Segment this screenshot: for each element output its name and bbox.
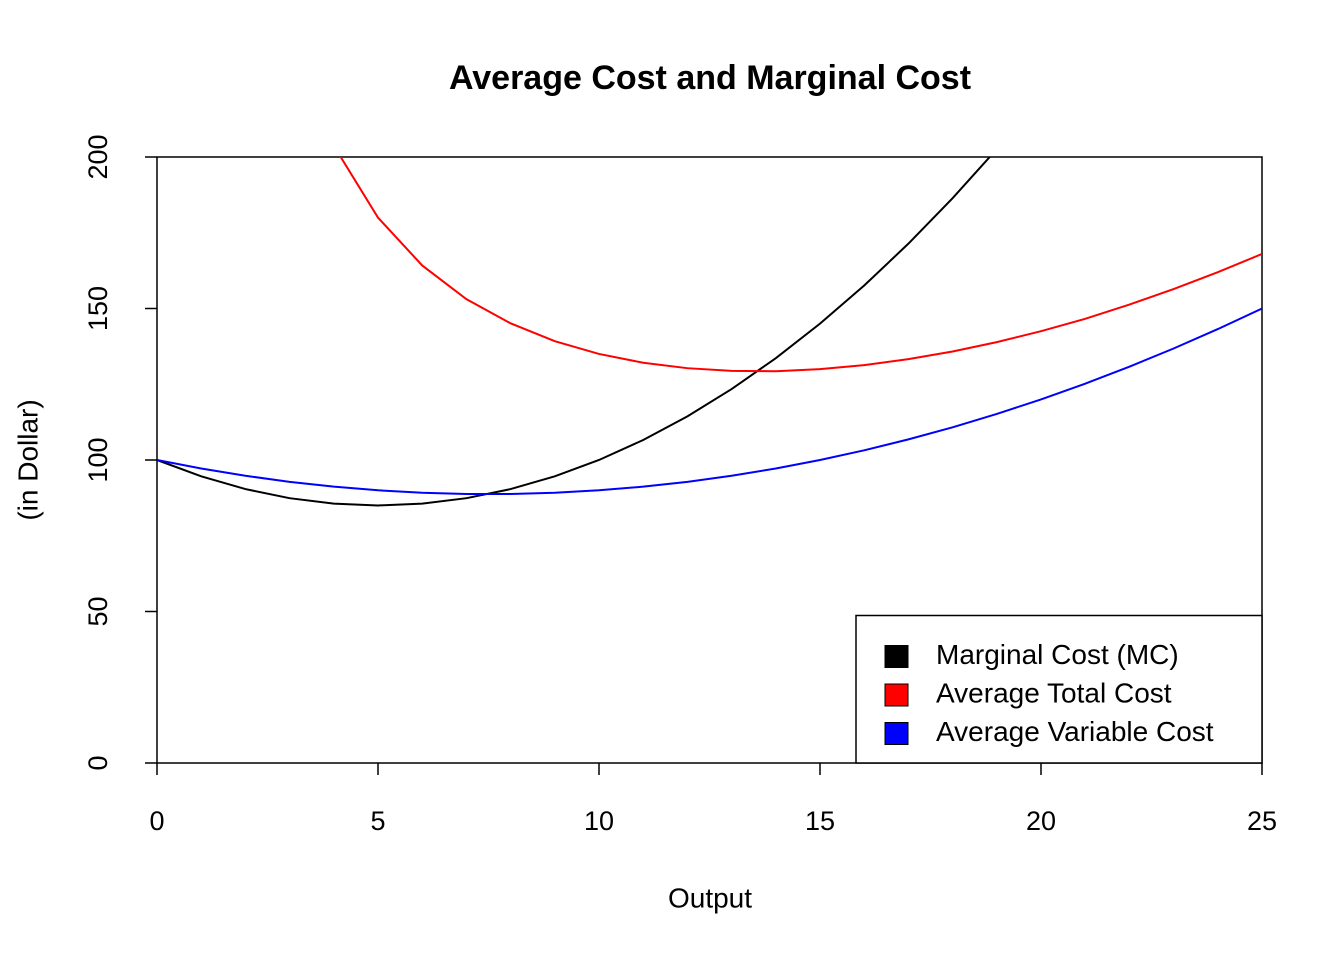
plot-area — [157, 157, 1262, 507]
y-tick-label: 100 — [83, 437, 113, 482]
legend-swatch — [884, 645, 909, 668]
y-tick-label: 150 — [83, 286, 113, 331]
y-axis-label: (in Dollar) — [12, 399, 43, 520]
line-series — [339, 157, 1262, 373]
x-tick-label: 25 — [1247, 806, 1277, 836]
line-series — [157, 157, 992, 507]
legend-label: Average Variable Cost — [936, 716, 1214, 747]
x-tick-label: 20 — [1026, 806, 1056, 836]
legend-swatch — [884, 683, 909, 707]
y-tick-label: 0 — [83, 755, 113, 770]
x-tick-label: 5 — [370, 806, 385, 836]
legend-label: Average Total Cost — [936, 677, 1172, 708]
x-tick-label: 10 — [584, 806, 614, 836]
chart-title: Average Cost and Marginal Cost — [449, 59, 971, 97]
x-tick-label: 15 — [805, 806, 835, 836]
legend-label: Marginal Cost (MC) — [936, 639, 1179, 670]
x-tick-label: 0 — [149, 806, 164, 836]
legend-box — [855, 614, 1263, 764]
line-series — [157, 307, 1262, 495]
y-tick-label: 50 — [83, 596, 113, 626]
y-tick-label: 200 — [83, 134, 113, 179]
x-axis-label: Output — [668, 882, 752, 913]
legend-swatch — [884, 722, 909, 745]
